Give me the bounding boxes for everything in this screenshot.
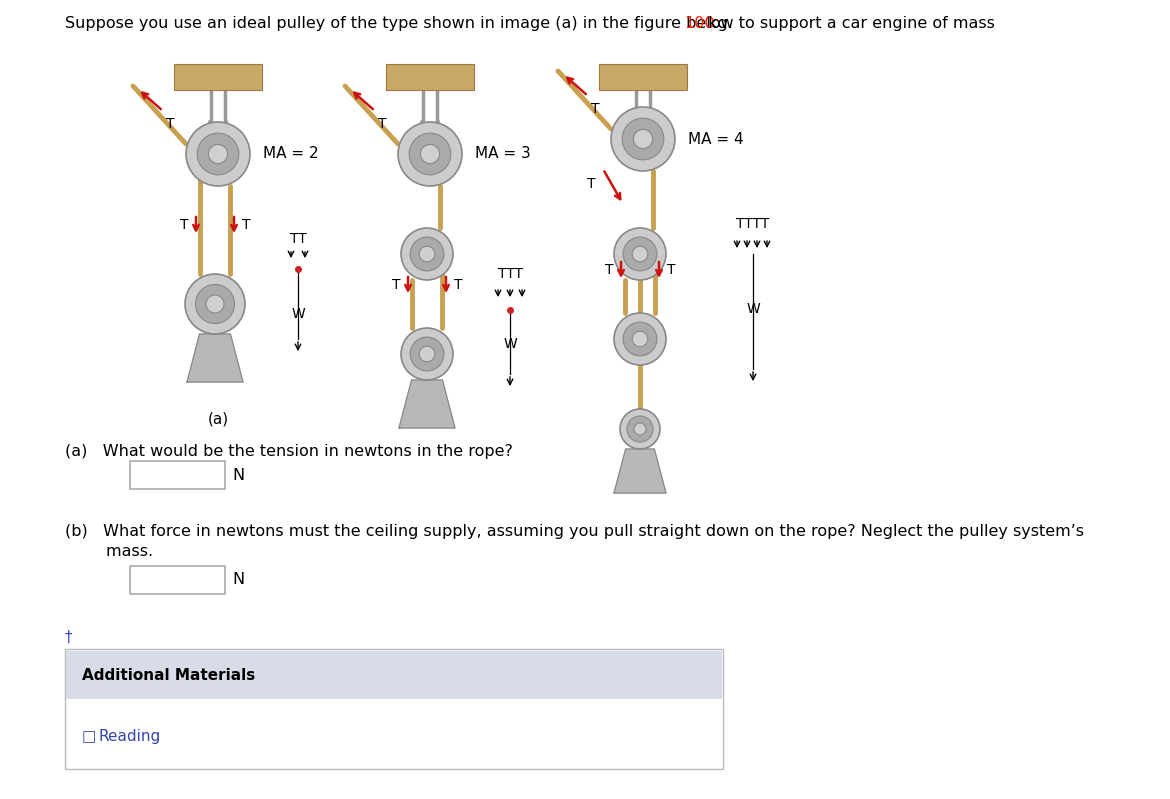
Polygon shape bbox=[614, 449, 666, 493]
Circle shape bbox=[620, 409, 660, 449]
Circle shape bbox=[206, 295, 223, 313]
Text: W: W bbox=[291, 307, 305, 321]
Text: (c): (c) bbox=[633, 451, 653, 467]
Circle shape bbox=[198, 133, 239, 175]
Text: T: T bbox=[242, 218, 250, 232]
Text: TT: TT bbox=[290, 232, 307, 246]
Circle shape bbox=[614, 313, 666, 365]
Circle shape bbox=[185, 274, 245, 334]
Circle shape bbox=[614, 228, 666, 280]
FancyBboxPatch shape bbox=[130, 461, 225, 489]
Text: T: T bbox=[667, 263, 675, 277]
Text: (a): (a) bbox=[207, 411, 228, 427]
Text: T: T bbox=[166, 117, 174, 131]
Circle shape bbox=[634, 423, 646, 435]
Circle shape bbox=[208, 145, 228, 164]
Text: (b): (b) bbox=[419, 411, 441, 427]
Text: W: W bbox=[746, 302, 759, 316]
Text: T: T bbox=[180, 218, 188, 232]
Text: kg.: kg. bbox=[703, 16, 732, 31]
Circle shape bbox=[624, 322, 656, 356]
Text: Suppose you use an ideal pulley of the type shown in image (a) in the figure bel: Suppose you use an ideal pulley of the t… bbox=[66, 16, 1000, 31]
Text: T: T bbox=[591, 102, 599, 116]
FancyBboxPatch shape bbox=[130, 566, 225, 594]
Text: T: T bbox=[605, 263, 613, 277]
Polygon shape bbox=[187, 334, 243, 382]
Text: 100: 100 bbox=[684, 16, 715, 31]
Bar bbox=[66, 651, 722, 699]
Text: N: N bbox=[232, 467, 245, 483]
Circle shape bbox=[627, 416, 653, 442]
Circle shape bbox=[419, 346, 435, 362]
Text: Additional Materials: Additional Materials bbox=[82, 667, 255, 682]
Bar bbox=[66, 649, 723, 769]
Circle shape bbox=[622, 118, 663, 160]
Circle shape bbox=[401, 228, 453, 280]
Circle shape bbox=[411, 237, 443, 271]
Circle shape bbox=[401, 328, 453, 380]
Text: T: T bbox=[454, 278, 462, 292]
Text: TTT: TTT bbox=[497, 267, 523, 281]
Text: Reading: Reading bbox=[98, 729, 160, 745]
Text: W: W bbox=[503, 337, 517, 351]
Circle shape bbox=[632, 332, 648, 347]
Text: □: □ bbox=[82, 729, 96, 745]
Text: TTTT: TTTT bbox=[736, 217, 770, 231]
Text: N: N bbox=[232, 573, 245, 587]
Text: (a)   What would be the tension in newtons in the rope?: (a) What would be the tension in newtons… bbox=[66, 444, 512, 459]
Circle shape bbox=[195, 284, 234, 324]
Text: T: T bbox=[586, 177, 596, 191]
Text: MA = 2: MA = 2 bbox=[263, 146, 318, 161]
Circle shape bbox=[632, 246, 648, 262]
Text: (b)   What force in newtons must the ceiling supply, assuming you pull straight : (b) What force in newtons must the ceili… bbox=[66, 524, 1083, 539]
Circle shape bbox=[624, 237, 656, 271]
Polygon shape bbox=[399, 380, 455, 428]
Circle shape bbox=[611, 107, 675, 171]
Circle shape bbox=[633, 129, 653, 149]
Circle shape bbox=[186, 122, 250, 186]
Text: mass.: mass. bbox=[66, 544, 153, 559]
Circle shape bbox=[411, 337, 443, 371]
Bar bbox=[386, 64, 474, 90]
Text: T: T bbox=[392, 278, 400, 292]
Circle shape bbox=[419, 246, 435, 262]
Bar bbox=[174, 64, 262, 90]
Text: MA = 3: MA = 3 bbox=[475, 146, 531, 161]
Circle shape bbox=[410, 133, 450, 175]
Circle shape bbox=[398, 122, 462, 186]
Circle shape bbox=[420, 145, 440, 164]
Text: T: T bbox=[378, 117, 386, 131]
Bar bbox=[599, 64, 687, 90]
Text: MA = 4: MA = 4 bbox=[688, 132, 744, 146]
Text: †: † bbox=[66, 630, 73, 645]
